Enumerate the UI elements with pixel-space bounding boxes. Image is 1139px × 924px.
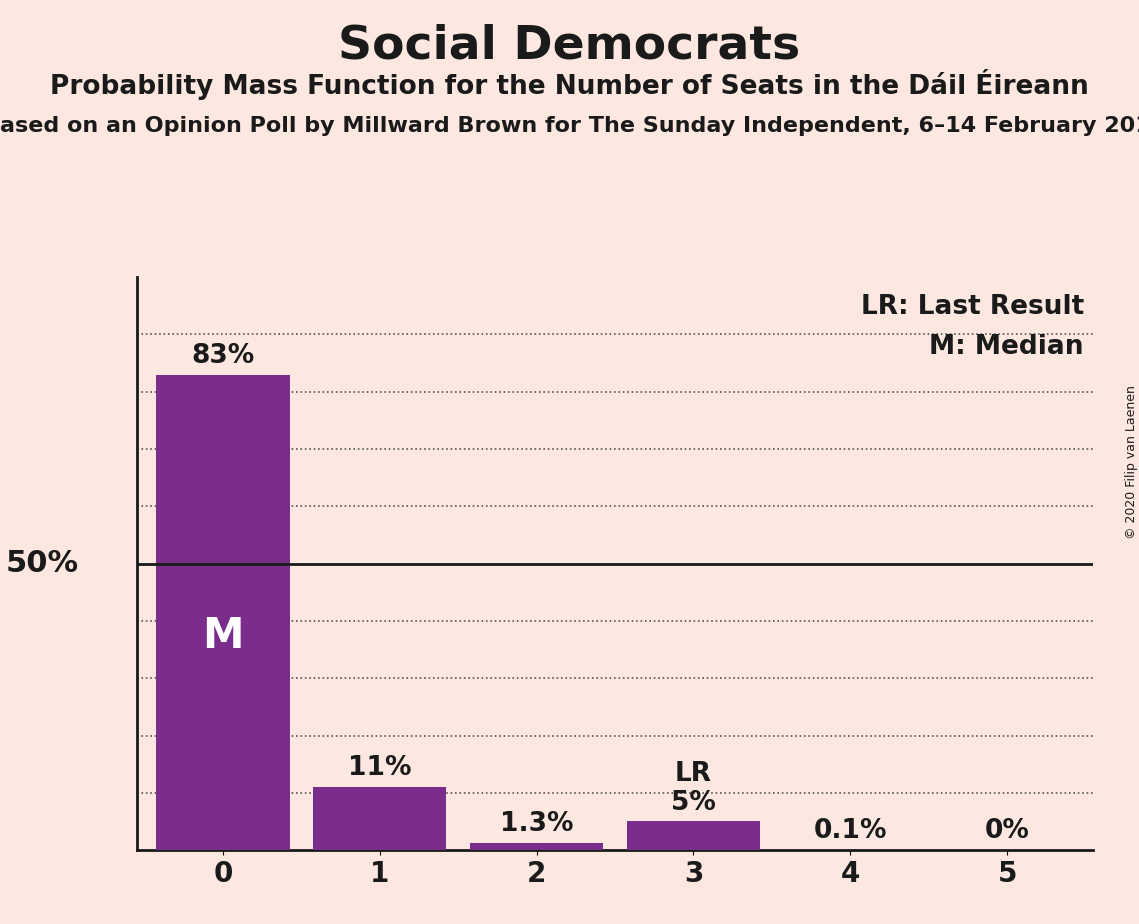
Text: 83%: 83% xyxy=(191,343,255,369)
Text: LR: LR xyxy=(675,761,712,787)
Bar xyxy=(313,787,446,850)
Text: Probability Mass Function for the Number of Seats in the Dáil Éireann: Probability Mass Function for the Number… xyxy=(50,69,1089,101)
Bar xyxy=(470,843,604,850)
Text: 0%: 0% xyxy=(985,819,1030,845)
Text: ased on an Opinion Poll by Millward Brown for The Sunday Independent, 6–14 Febru: ased on an Opinion Poll by Millward Brow… xyxy=(0,116,1139,136)
Bar xyxy=(626,821,760,850)
Bar xyxy=(156,374,289,850)
Text: 50%: 50% xyxy=(6,549,79,578)
Text: M: Median: M: Median xyxy=(929,334,1084,360)
Text: Social Democrats: Social Democrats xyxy=(338,23,801,68)
Text: © 2020 Filip van Laenen: © 2020 Filip van Laenen xyxy=(1124,385,1138,539)
Text: 11%: 11% xyxy=(349,755,411,782)
Text: LR: Last Result: LR: Last Result xyxy=(861,295,1084,321)
Text: 0.1%: 0.1% xyxy=(813,818,887,844)
Text: M: M xyxy=(203,615,244,657)
Text: 1.3%: 1.3% xyxy=(500,811,573,837)
Text: 5%: 5% xyxy=(671,790,716,816)
